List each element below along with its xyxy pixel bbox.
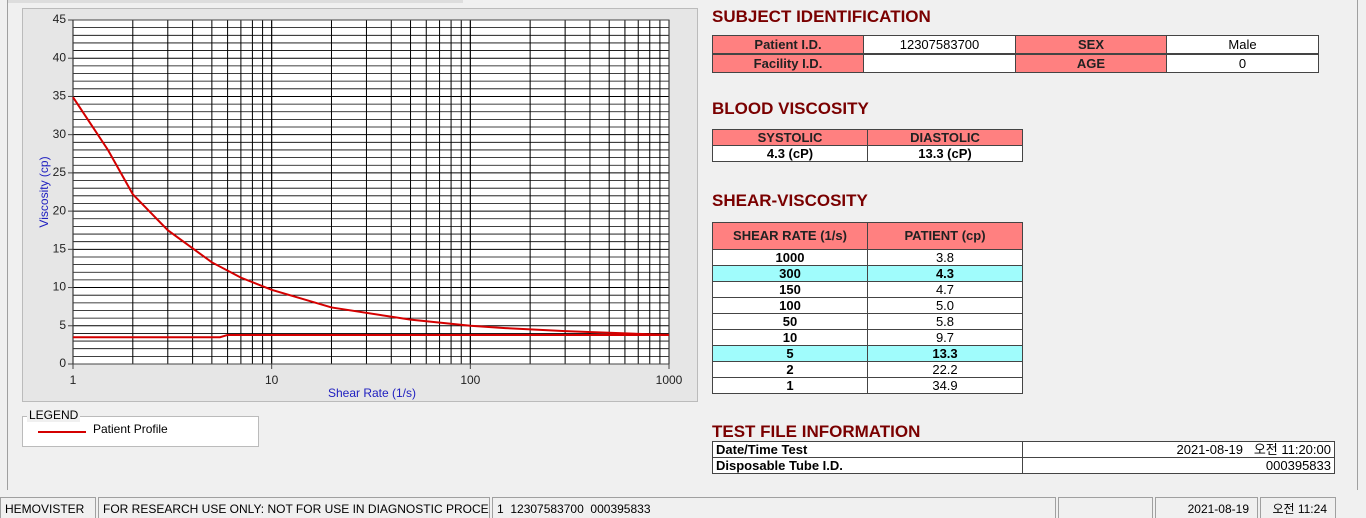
y-tick-label: 15 (53, 242, 67, 256)
section-title: BLOOD VISCOSITY (712, 99, 869, 118)
status-cell: 1 12307583700 000395833 (492, 497, 1056, 518)
x-tick-label: 10 (265, 373, 279, 387)
y-tick-label: 45 (53, 12, 67, 26)
y-tick-label: 20 (53, 203, 67, 217)
x-tick-label: 100 (460, 373, 480, 387)
section-title: SHEAR-VISCOSITY (712, 191, 868, 210)
table-cell: 13.3 (867, 345, 1023, 362)
column-header: PATIENT (cp) (867, 222, 1023, 250)
x-axis-label: Shear Rate (1/s) (328, 386, 416, 400)
field-label: AGE (1015, 54, 1167, 73)
table-cell: 100 (712, 297, 868, 314)
table-cell: 1000 (712, 249, 868, 266)
y-tick-label: 5 (59, 318, 66, 332)
table-cell: 150 (712, 281, 868, 298)
table-cell: 50 (712, 313, 868, 330)
table-cell: 34.9 (867, 377, 1023, 394)
chart: Shear Rate (1/s) Viscosity (cp) 0 5 10 15 20… (22, 8, 698, 402)
y-tick-label: 10 (53, 280, 67, 294)
field-value: 000395833 (1022, 457, 1335, 474)
field-value: 2021-08-19 오전 11:20:00 (1022, 441, 1335, 458)
field-value: Male (1166, 35, 1319, 54)
y-tick-label: 40 (53, 50, 67, 64)
status-cell: FOR RESEARCH USE ONLY: NOT FOR USE IN DI… (98, 497, 490, 518)
table-cell: 4.3 (867, 265, 1023, 282)
frame-edge (7, 0, 8, 490)
legend-title: LEGEND (27, 408, 81, 422)
y-tick-label: 30 (53, 127, 67, 141)
plot-area (73, 20, 669, 364)
field-label: Date/Time Test (712, 441, 1024, 458)
legend-swatch (38, 431, 86, 433)
field-label: Disposable Tube I.D. (712, 457, 1024, 474)
frame-edge (1357, 0, 1358, 490)
column-header: SHEAR RATE (1/s) (712, 222, 868, 250)
table-cell: 2 (712, 361, 868, 378)
legend-entry: Patient Profile (93, 422, 168, 436)
field-label: SEX (1015, 35, 1167, 54)
column-header: DIASTOLIC (867, 129, 1023, 146)
y-axis-label: Viscosity (cp) (37, 156, 51, 227)
field-value (863, 54, 1016, 73)
table-cell: 5 (712, 345, 868, 362)
status-cell: 오전 11:24 (1260, 497, 1336, 518)
series-line (72, 96, 670, 336)
status-cell (1058, 497, 1153, 518)
y-tick-label: 25 (53, 165, 67, 179)
top-strip (8, 0, 463, 3)
y-tick-label: 0 (59, 356, 66, 370)
table-cell: 13.3 (cP) (867, 145, 1023, 162)
table-cell: 5.8 (867, 313, 1023, 330)
field-value: 12307583700 (863, 35, 1016, 54)
table-cell: 1 (712, 377, 868, 394)
table-cell: 22.2 (867, 361, 1023, 378)
table-cell: 9.7 (867, 329, 1023, 346)
field-label: Facility I.D. (712, 54, 864, 73)
section-title: TEST FILE INFORMATION (712, 422, 921, 441)
status-cell: 2021-08-19 (1155, 497, 1258, 518)
table-cell: 300 (712, 265, 868, 282)
x-tick-label: 1 (70, 373, 77, 387)
status-cell: HEMOVISTER (0, 497, 96, 518)
x-tick-label: 1000 (656, 373, 683, 387)
plot-border (72, 19, 670, 365)
field-label: Patient I.D. (712, 35, 864, 54)
table-cell: 4.3 (cP) (712, 145, 868, 162)
table-cell: 5.0 (867, 297, 1023, 314)
column-header: SYSTOLIC (712, 129, 868, 146)
table-cell: 3.8 (867, 249, 1023, 266)
table-cell: 4.7 (867, 281, 1023, 298)
table-cell: 10 (712, 329, 868, 346)
field-value: 0 (1166, 54, 1319, 73)
series-line (73, 333, 669, 339)
section-title: SUBJECT IDENTIFICATION (712, 7, 931, 26)
y-tick-label: 35 (53, 89, 67, 103)
